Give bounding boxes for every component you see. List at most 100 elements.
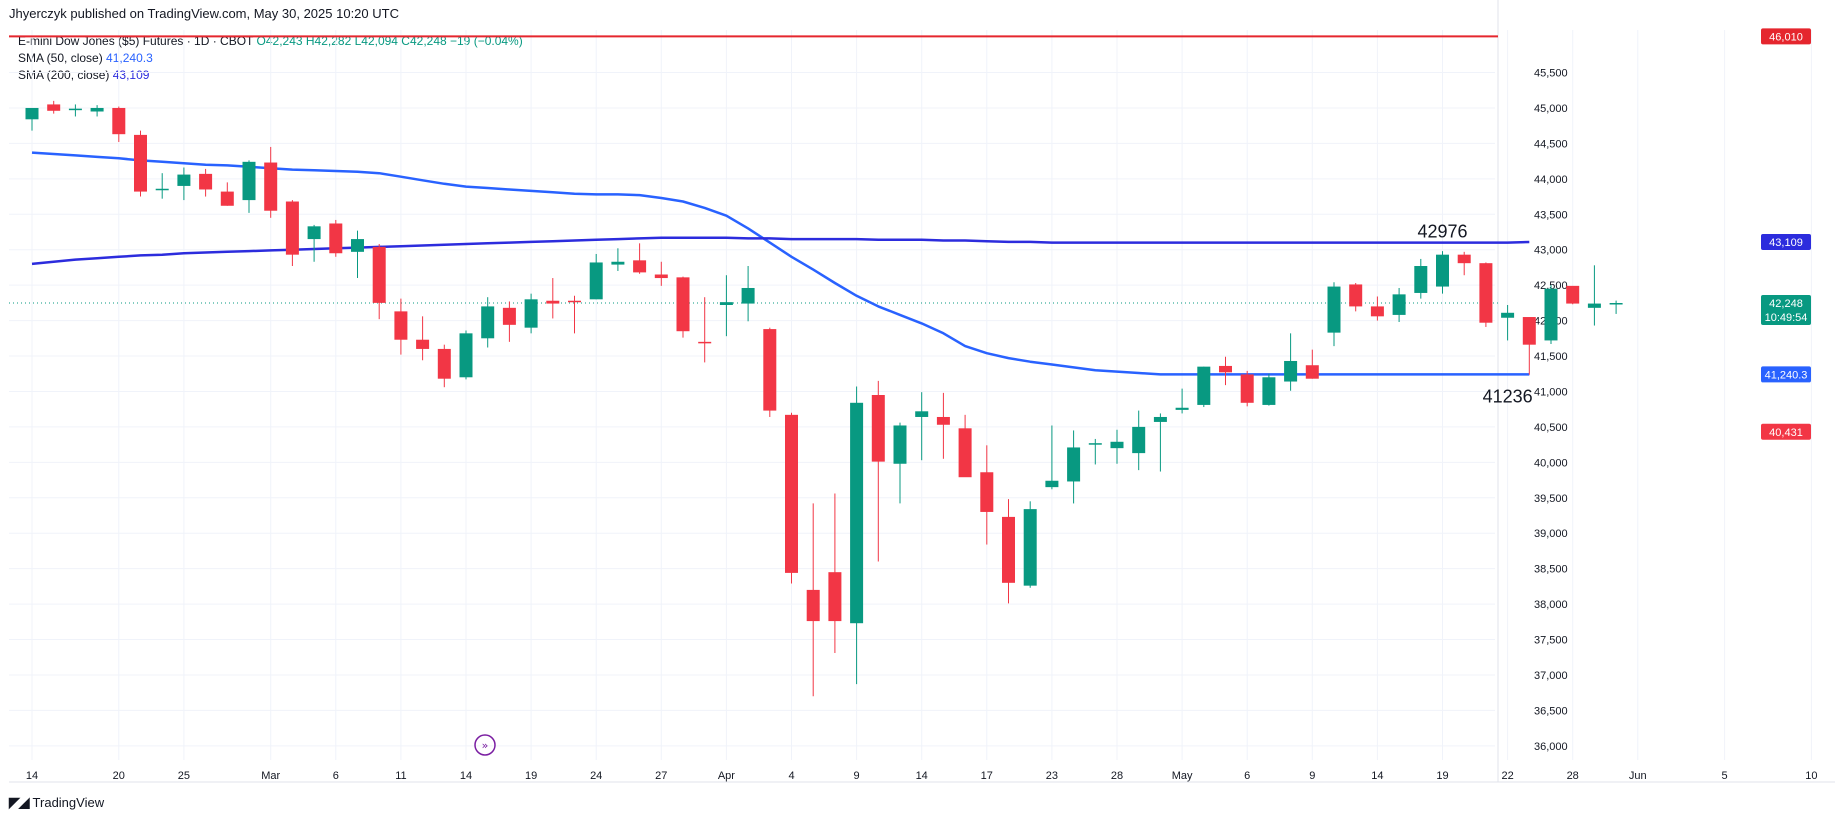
price-annotation: 41236 xyxy=(1483,387,1533,407)
y-tick-label: 44,000 xyxy=(1534,174,1568,186)
candle-body xyxy=(850,402,864,624)
candle xyxy=(25,107,39,131)
candle-body xyxy=(264,162,278,211)
sma200-tag-bg xyxy=(1761,233,1811,250)
x-tick-label: 14 xyxy=(460,770,472,782)
x-tick-label: 27 xyxy=(655,770,667,782)
x-tick-label: 28 xyxy=(1567,770,1579,782)
candle xyxy=(980,445,994,545)
candle xyxy=(1197,366,1211,408)
candle-body xyxy=(1305,365,1319,379)
replay-arrow-icon: » xyxy=(482,739,489,752)
candle xyxy=(828,493,842,653)
candle-body xyxy=(459,333,473,378)
sma200-tag: 43,109 xyxy=(1769,237,1803,249)
candle xyxy=(1045,425,1059,490)
last-price-tag-countdown: 10:49:54 xyxy=(1765,312,1808,324)
candle xyxy=(351,230,364,279)
candle-body xyxy=(611,261,625,265)
candle-body xyxy=(1392,294,1406,315)
candle xyxy=(850,386,864,685)
candle-body xyxy=(68,108,82,111)
candle xyxy=(1414,258,1428,299)
candle-body xyxy=(437,348,451,379)
candle xyxy=(502,301,516,342)
candle-body xyxy=(1088,443,1102,445)
candle xyxy=(1327,282,1341,347)
candle xyxy=(1153,413,1167,472)
candle-body xyxy=(394,311,408,340)
candle xyxy=(806,503,820,697)
candle-body xyxy=(654,274,668,279)
candle xyxy=(1002,499,1015,604)
candle xyxy=(416,316,430,361)
candle xyxy=(1262,373,1276,406)
candle-body xyxy=(1327,286,1341,333)
sma50-line xyxy=(31,151,1530,376)
candle-body xyxy=(980,472,994,512)
candle-body xyxy=(90,107,104,112)
candle xyxy=(1370,296,1384,321)
x-tick-label: 19 xyxy=(525,770,537,782)
candle-body xyxy=(1414,266,1428,293)
candle-body xyxy=(1262,377,1276,405)
candle xyxy=(47,100,61,114)
x-tick-label: 14 xyxy=(26,770,38,782)
candle xyxy=(676,276,690,338)
candle xyxy=(546,278,560,319)
candle xyxy=(1457,251,1471,276)
y-tick-label: 45,000 xyxy=(1534,103,1568,115)
x-tick-label: 9 xyxy=(854,770,860,782)
candle-body xyxy=(915,411,929,417)
candle xyxy=(1219,356,1232,386)
sma50-tag-bg xyxy=(1761,366,1811,383)
legend-sma50-value: 41,240.3 xyxy=(106,51,153,65)
x-tick-label: 5 xyxy=(1722,770,1728,782)
y-tick-label: 37,000 xyxy=(1534,670,1568,682)
candle-body xyxy=(828,572,842,622)
candle xyxy=(1067,430,1081,504)
candle xyxy=(785,412,798,584)
x-tick-label: 20 xyxy=(113,770,125,782)
candle-body xyxy=(1219,365,1232,373)
candle xyxy=(1305,349,1319,379)
legend-sma200-label: SMA (200, close) xyxy=(18,68,110,82)
candle xyxy=(394,298,408,355)
tradingview-logo[interactable]: ◤◢ TradingView xyxy=(9,794,104,811)
legend-symbol-row[interactable]: E-mini Dow Jones ($5) Futures · 1D · CBO… xyxy=(18,33,523,50)
candle xyxy=(741,266,755,322)
x-tick-label: 28 xyxy=(1111,770,1123,782)
sma50-tag: 41,240.3 xyxy=(1765,369,1808,381)
y-tick-label: 39,000 xyxy=(1534,528,1568,540)
last-price-tag-bg xyxy=(1761,295,1811,326)
x-tick-label: 19 xyxy=(1436,770,1448,782)
candle xyxy=(307,224,321,262)
candle xyxy=(719,275,733,337)
x-tick-label: May xyxy=(1172,770,1193,782)
x-tick-label: 6 xyxy=(1244,770,1250,782)
candle-body xyxy=(220,191,234,206)
candle-body xyxy=(1153,416,1167,422)
level-tag-bg xyxy=(1761,423,1811,440)
candle-body xyxy=(372,246,386,303)
candle xyxy=(1392,287,1406,322)
candle-body xyxy=(155,188,169,191)
candle xyxy=(1479,262,1493,327)
legend-sma200-row[interactable]: SMA (200, close) 43,109 xyxy=(18,67,523,84)
candle-body xyxy=(481,306,495,339)
x-tick-label: 17 xyxy=(981,770,993,782)
x-tick-label: Jun xyxy=(1629,770,1647,782)
candle-body xyxy=(1501,312,1515,318)
y-tick-label: 36,500 xyxy=(1534,705,1568,717)
y-tick-label: 40,500 xyxy=(1534,422,1568,434)
candle-body xyxy=(1197,366,1211,405)
candle xyxy=(1544,285,1558,344)
replay-icon xyxy=(474,734,496,756)
candle xyxy=(372,244,386,320)
candle xyxy=(264,146,278,218)
candle xyxy=(177,167,191,201)
candle xyxy=(1349,283,1363,312)
candle xyxy=(1110,429,1124,464)
legend-sma50-row[interactable]: SMA (50, close) 41,240.3 xyxy=(18,50,523,67)
